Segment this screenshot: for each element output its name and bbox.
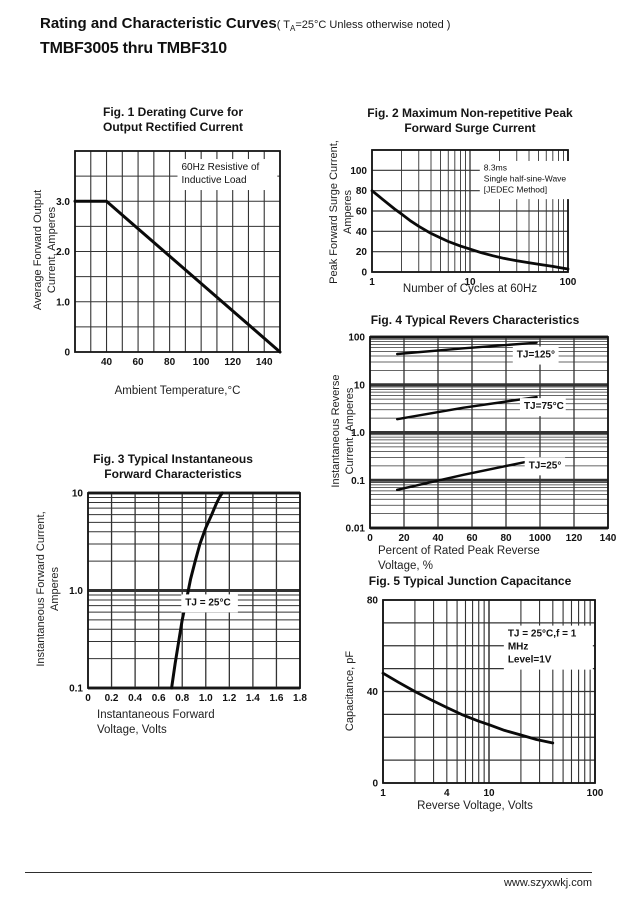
conditions-note-sub: A: [290, 24, 296, 34]
fig2-x-tick: 10: [464, 277, 476, 288]
fig5-plot: TJ = 25°C,f = 1 MHz Level=1V 1 4 10 100 0 40 80: [353, 594, 609, 803]
fig3-x-tick: 0: [85, 693, 91, 704]
fig5-x-tick: 100: [587, 788, 604, 799]
fig1-x-tick: 140: [256, 357, 273, 368]
fig4-x-tick: 140: [600, 533, 617, 544]
fig1-y-tick: 0: [64, 348, 70, 359]
fig3-x-axis-label: Instantaneous Forward Voltage, Volts: [97, 709, 215, 736]
fig1-annotation-0: 60Hz Resistive of Inductive Load: [182, 162, 260, 186]
fig3-x-tick: 1.4: [246, 693, 260, 704]
footer-url[interactable]: www.szyxwkj.com: [503, 877, 592, 889]
fig2-y-tick: 80: [356, 186, 368, 197]
fig4-chart-svg: TJ=125° TJ=75°C TJ=25° 0 20 40 60 80 1000 120 140 1…: [346, 333, 617, 545]
fig4-plot: TJ=125° TJ=75°C TJ=25° 0 20 40 60 80 1000 120 140 1…: [340, 331, 622, 550]
fig3-x-tick: 0.8: [175, 693, 189, 704]
fig2-y-tick: 20: [356, 247, 368, 258]
fig2-y-tick: 100: [350, 166, 367, 177]
fig4-annotation-2: TJ=25°: [529, 460, 562, 471]
fig2-plot: 8.3ms Single half-sine-Wave [JEDEC Method]…: [342, 144, 582, 294]
fig4-x-tick: 0: [367, 533, 373, 544]
page-title: Rating and Characteristic Curves: [40, 15, 277, 32]
fig3-y-tick: 10: [72, 489, 84, 500]
fig1-plot: 60Hz Resistive of Inductive Load 40 60 80 100…: [43, 143, 292, 376]
fig5-chart-svg: TJ = 25°C,f = 1 MHz Level=1V 1 4 10 100 0 40 80: [367, 596, 604, 800]
fig5-y-tick: 0: [372, 779, 378, 790]
fig1-y-tick: 3.0: [56, 197, 70, 208]
fig4-title: Fig. 4 Typical Revers Characteristics: [370, 313, 580, 327]
tj-75-curve: [396, 395, 538, 421]
part-number-range: TMBF3005 thru TMBF310: [40, 40, 227, 57]
fig1-y-tick: 2.0: [56, 247, 70, 258]
fig4-x-tick: 80: [500, 533, 512, 544]
fig5-annotation-0: TJ = 25°C,f = 1 MHz Level=1V: [508, 629, 577, 666]
fig3-chart-svg: TJ = 25°C 0 0.2 0.4 0.6 0.8 1.0 1.2 1.4 1.6 1.8 10 1…: [69, 489, 307, 705]
capacitance-curve: [381, 671, 555, 745]
derating-curve: [73, 199, 282, 354]
conditions-note: ( TA=25°C Unless otherwise noted ): [276, 19, 451, 34]
fig4-annotation-1: TJ=75°C: [524, 401, 564, 412]
fig4-x-tick: 20: [398, 533, 410, 544]
fig3-x-tick: 1.2: [222, 693, 236, 704]
fig2-annotation-0: 8.3ms Single half-sine-Wave [JEDEC Method]: [484, 162, 567, 194]
conditions-note-post: =25°C Unless otherwise noted ): [295, 19, 451, 31]
fig4-y-tick: 0.1: [351, 476, 365, 487]
tj-125-curve: [396, 341, 538, 356]
fig4-y-tick: 100: [348, 333, 365, 344]
fig4-x-tick: 60: [466, 533, 478, 544]
fig5-title: Fig. 5 Typical Junction Capacitance: [368, 574, 572, 588]
fig1-x-tick: 100: [193, 357, 210, 368]
fig5-x-tick: 10: [483, 788, 495, 799]
fig2-x-tick: 100: [560, 277, 577, 288]
fig4-x-tick: 1000: [529, 533, 552, 544]
fig3-x-tick: 0.2: [105, 693, 119, 704]
fig2-x-axis-label: Number of Cycles at 60Hz: [402, 283, 538, 295]
fig3-x-tick: 0.4: [128, 693, 142, 704]
fig5-y-tick: 40: [367, 687, 379, 698]
fig1-x-tick: 60: [133, 357, 145, 368]
fig3-plot: TJ = 25°C 0 0.2 0.4 0.6 0.8 1.0 1.2 1.4 1.6 1.8 10 1…: [56, 487, 314, 712]
fig2-y-tick: 40: [356, 227, 368, 238]
fig3-x-tick: 1.0: [199, 693, 213, 704]
fig2-x-tick: 1: [369, 277, 375, 288]
fig3-x-tick: 1.8: [293, 693, 307, 704]
fig1-title: Fig. 1 Derating Curve for Output Rectifi…: [102, 105, 244, 134]
fig2-y-tick: 0: [361, 268, 367, 279]
tj-25-curve: [396, 458, 538, 492]
footer-divider: [25, 872, 592, 873]
fig3-annotation-0: TJ = 25°C: [185, 597, 230, 608]
fig4-y-tick: 1.0: [351, 428, 365, 439]
fig4-y-tick: 10: [354, 380, 366, 391]
fig1-x-tick: 120: [224, 357, 241, 368]
fig4-annotation-0: TJ=125°: [517, 350, 555, 361]
fig4-x-axis-label: Percent of Rated Peak Reverse Voltage, %: [378, 545, 540, 572]
fig2-y-tick: 60: [356, 207, 368, 218]
fig5-x-tick: 1: [380, 788, 386, 799]
surge-current-curve: [370, 189, 570, 271]
fig4-x-tick: 40: [432, 533, 444, 544]
page-header: Rating and Characteristic Curves( TA=25°…: [40, 15, 600, 33]
fig4-x-tick: 120: [566, 533, 583, 544]
fig1-x-tick: 80: [164, 357, 176, 368]
fig2-title: Fig. 2 Maximum Non-repetitive Peak Forwa…: [367, 106, 573, 135]
fig5-x-tick: 4: [444, 788, 450, 799]
fig4-y-tick: 0.01: [346, 524, 366, 535]
fig3-x-tick: 1.6: [269, 693, 283, 704]
fig3-y-tick: 0.1: [69, 684, 83, 695]
fig1-chart-svg: 60Hz Resistive of Inductive Load 40 60 80 100…: [56, 150, 282, 368]
fig3-title: Fig. 3 Typical Instantaneous Forward Cha…: [93, 452, 253, 481]
fig1-x-axis-label: Ambient Temperature,°C: [114, 385, 241, 397]
fig3-x-tick: 0.6: [152, 693, 166, 704]
fig5-x-axis-label: Reverse Voltage, Volts: [417, 800, 533, 812]
fig2-chart-svg: 8.3ms Single half-sine-Wave [JEDEC Method]…: [350, 149, 582, 288]
fig1-x-tick: 40: [101, 357, 113, 368]
forward-characteristic-curve: [170, 491, 224, 690]
fig1-y-tick: 1.0: [56, 297, 70, 308]
fig3-y-tick: 1.0: [69, 586, 83, 597]
fig5-y-tick: 80: [367, 596, 379, 607]
conditions-note-pre: ( T: [276, 19, 290, 31]
